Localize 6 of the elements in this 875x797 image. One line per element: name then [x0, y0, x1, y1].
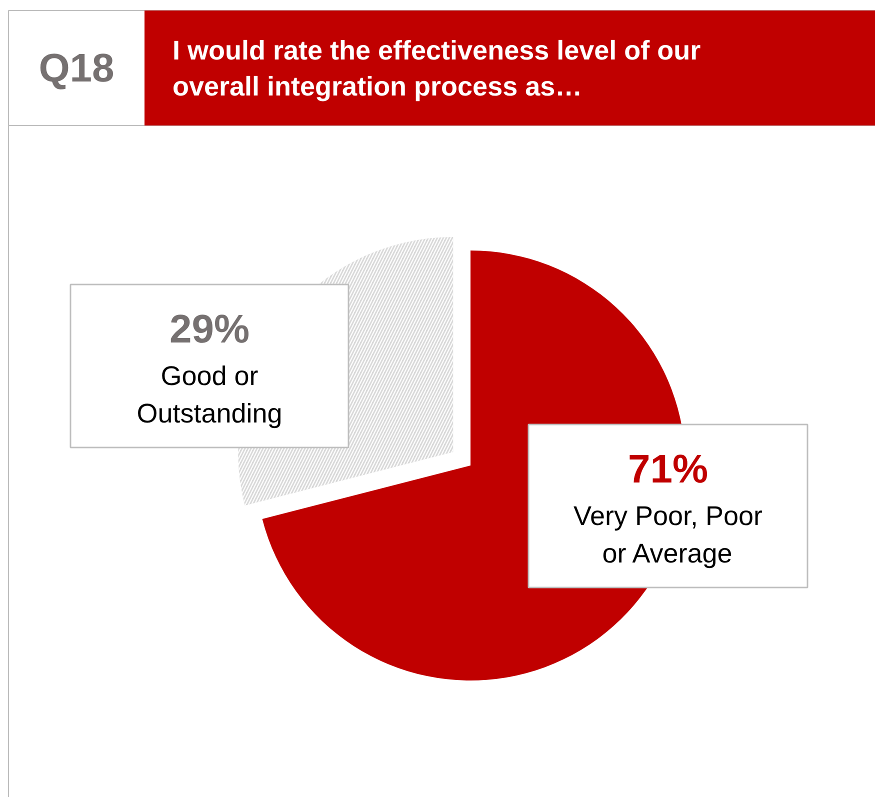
chart-subtitle: I would rate the effectiveness level of our overall integration process as… — [172, 36, 702, 102]
chart-title: Q18 — [38, 46, 114, 90]
data-label: 71% — [628, 448, 708, 492]
slice-label: Good or Outstanding — [136, 360, 282, 428]
slice-label: Very Poor, Poor or Average — [573, 500, 763, 568]
data-label: 29% — [169, 308, 250, 352]
